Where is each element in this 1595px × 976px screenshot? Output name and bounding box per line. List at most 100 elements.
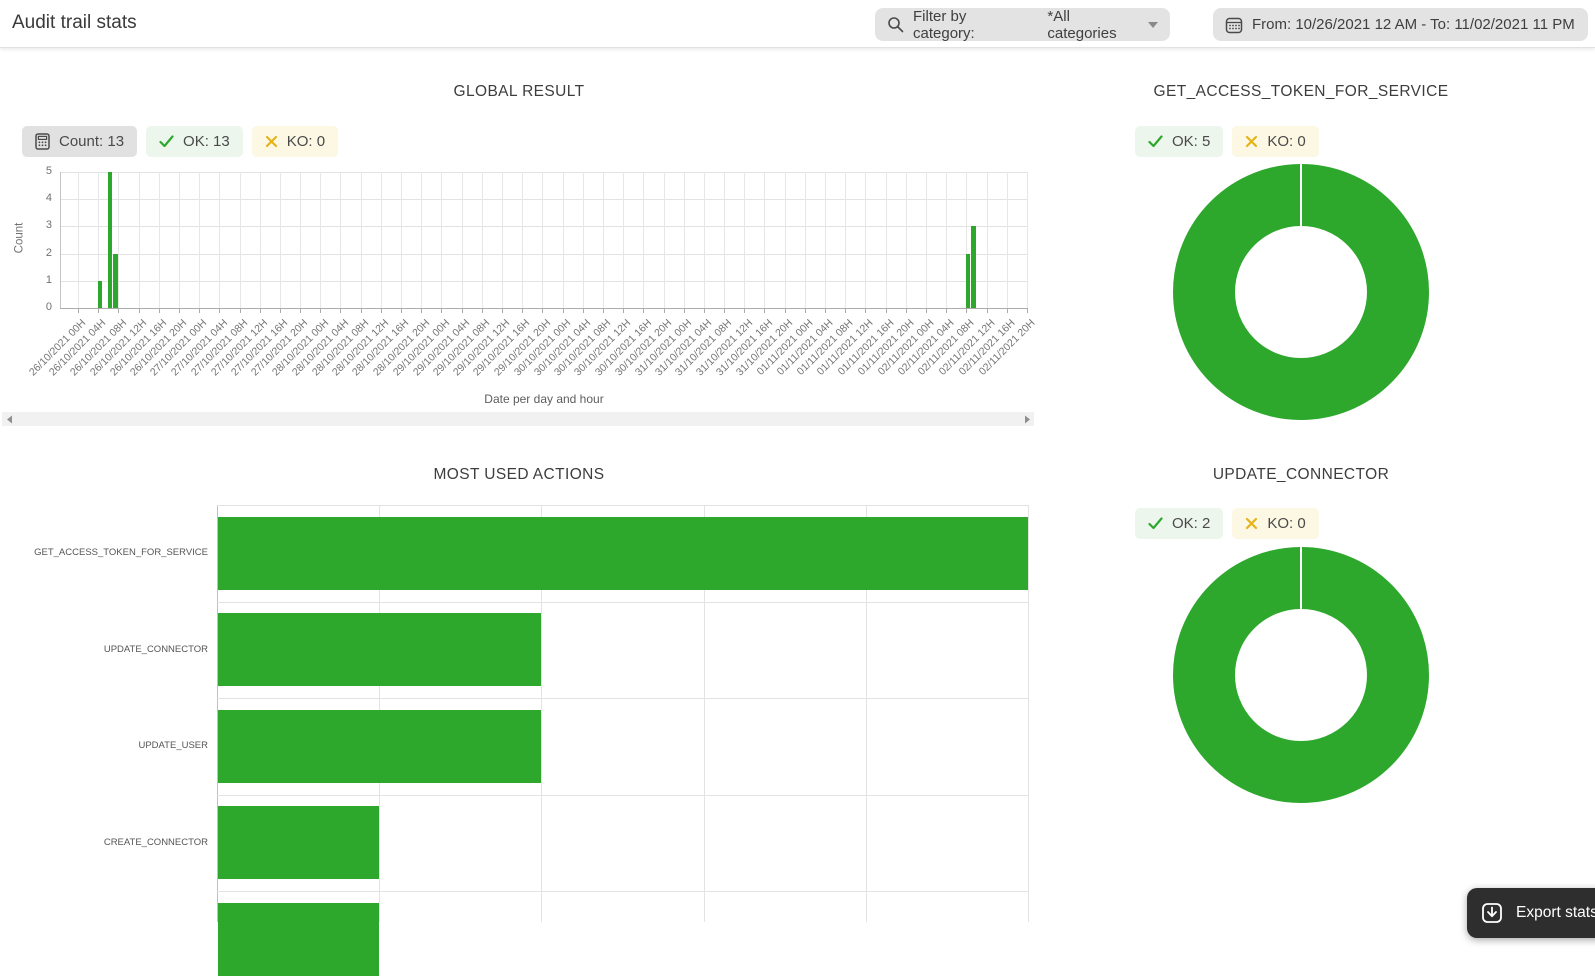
x-tick-mark [219,308,221,313]
gridline-h [60,253,1028,255]
x-tick-mark [481,308,483,313]
y-tick-label: 4 [45,192,52,205]
category-select[interactable]: *All categories [1047,7,1117,42]
gridline-v [825,172,827,308]
most-used-actions-chart: GET_ACCESS_TOKEN_FOR_SERVICE UPDATE_CONNE… [0,440,1038,976]
gridline-v [905,172,907,308]
y-tick-label: 3 [45,219,52,232]
x-tick-mark [501,308,503,313]
category-filter-label: Filter by category: [913,7,975,42]
ok-badge-label: OK: 2 [1172,515,1211,532]
x-tick-mark [905,308,907,313]
export-stats-label: Export stats [1516,904,1595,921]
gridline-v [885,172,887,308]
gridline-v [865,505,867,922]
x-tick-mark [239,308,241,313]
ok-badge: OK: 5 [1135,126,1224,157]
x-tick-mark [602,308,604,313]
gridline-h [60,280,1028,282]
gridline-v [178,172,180,308]
gridline-h [217,601,1028,603]
ko-badge: KO: 0 [1232,126,1319,157]
x-tick-mark [199,308,201,313]
y-tick-label: 2 [45,246,52,259]
bar [218,613,542,687]
gridline-v [865,172,867,308]
x-tick-mark [441,308,443,313]
y-tick-label: 5 [45,165,52,177]
global-result-badges: Count: 13 OK: 13 KO: 0 [22,126,339,157]
gridline-v [300,172,302,308]
gridline-h [217,891,1028,892]
export-stats-button[interactable]: Export stats [1467,888,1595,938]
most-used-actions-title: MOST USED ACTIONS [433,466,605,483]
bar [218,902,380,976]
scroll-right-arrow[interactable] [1020,412,1034,426]
gridline-v [986,172,988,308]
gridline-v [421,172,423,308]
bar [218,806,380,880]
x-tick-mark [784,308,786,313]
global-result-chart: Count Date per day and hour 0 1 2 3 4 5 26/10/… [0,160,1038,412]
gridline-v [401,172,403,308]
x-tick-mark [380,308,382,313]
global-result-title: GLOBAL RESULT [453,83,585,100]
category-label: UPDATE_CONNECTOR [103,643,208,655]
x-tick-mark [885,308,887,313]
gridline-v [380,172,382,308]
x-tick-mark [1006,308,1008,313]
gridline-v [219,172,221,308]
gridline-h [60,172,1028,173]
token-donut-chart [1161,152,1441,432]
connector-donut-badges: OK: 2 KO: 0 [1135,508,1319,539]
gridline-v [98,172,100,308]
gridline-v [199,172,201,308]
gridline-v [1028,505,1029,922]
gridline-v [461,172,463,308]
x-tick-mark [522,308,524,313]
gridline-v [703,505,705,922]
category-filter[interactable]: Filter by category: *All categories [875,7,1170,42]
x-tick-mark [178,308,180,313]
gridline-v [118,172,120,308]
x-tick-mark [582,308,584,313]
scroll-left-arrow[interactable] [2,412,16,426]
x-tick-mark [138,308,140,313]
gridline-v [279,172,281,308]
gridline-v [501,172,503,308]
date-range-text: From: 10/26/2021 12 AM - To: 11/02/2021 … [1252,16,1575,33]
x-tick-mark [461,308,463,313]
x-tick-mark [118,308,120,313]
chart-horizontal-scrollbar[interactable] [2,412,1034,426]
x-axis-line [60,308,1028,309]
gridline-v [845,172,847,308]
x-tick-mark [724,308,726,313]
x-tick-mark [643,308,645,313]
gridline-h [217,505,1028,506]
gridline-v [683,172,685,308]
bar [971,226,976,308]
bar [113,253,118,308]
x-tick-mark [421,308,423,313]
bar [218,516,1028,590]
token-donut-badges: OK: 5 KO: 0 [1135,126,1319,157]
gridline-v [360,172,362,308]
x-tick-mark [925,308,927,313]
gridline-v [340,172,342,308]
bar [966,253,971,308]
gridline-v [663,172,665,308]
bar [98,280,103,308]
x-axis-title: Date per day and hour [484,392,604,406]
gridline-v [784,172,786,308]
x-tick-mark [562,308,564,313]
x-tick-mark [845,308,847,313]
x-tick-mark [279,308,281,313]
date-range-picker[interactable]: From: 10/26/2021 12 AM - To: 11/02/2021 … [1213,8,1588,41]
category-label: GET_ACCESS_TOKEN_FOR_SERVICE [34,547,208,559]
x-tick-mark [804,308,806,313]
gridline-v [602,172,604,308]
check-icon [159,135,174,148]
check-icon [1148,135,1163,148]
connector-donut-title: UPDATE_CONNECTOR [1212,466,1390,483]
gridline-h [60,226,1028,228]
